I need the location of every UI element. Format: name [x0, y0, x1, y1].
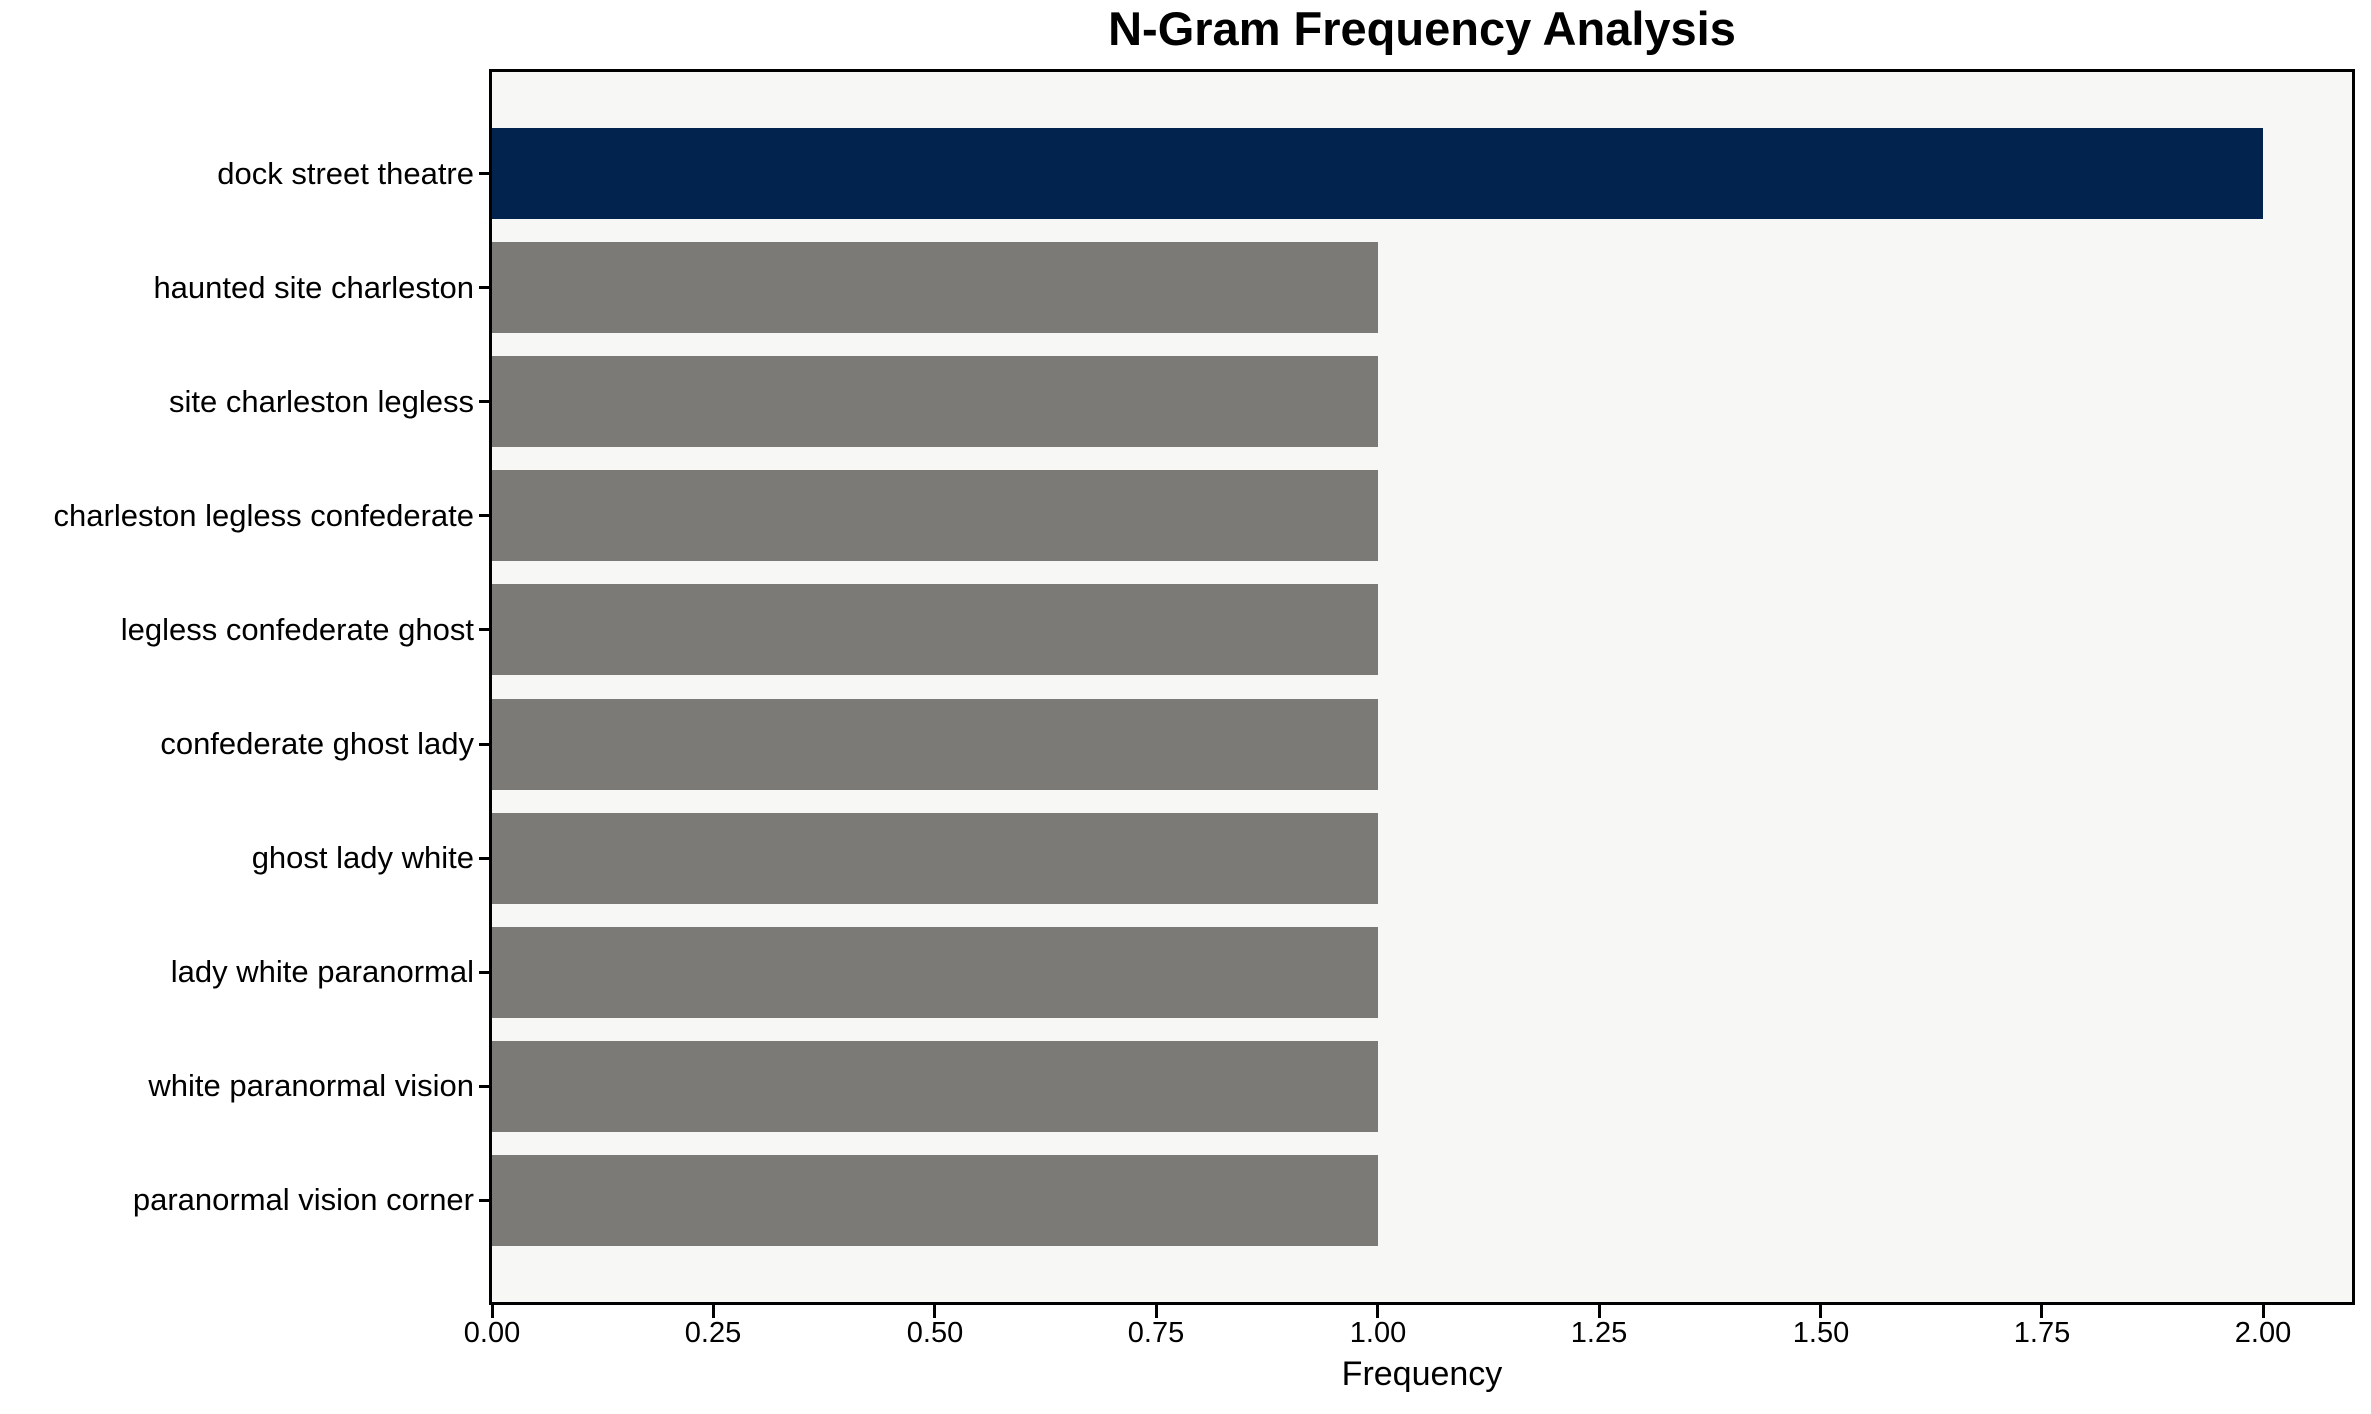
y-tick-label: haunted site charleston	[153, 270, 474, 305]
y-tick-label: ghost lady white	[251, 840, 474, 875]
x-tick-label: 2.00	[2234, 1317, 2292, 1349]
y-tick-mark	[479, 172, 492, 175]
y-tick-label: white paranormal vision	[148, 1068, 474, 1103]
x-tick-mark	[2040, 1305, 2043, 1318]
y-tick-mark	[479, 628, 492, 631]
y-tick-label: dock street theatre	[217, 156, 474, 191]
x-tick-mark	[2262, 1305, 2265, 1318]
x-axis-label: Frequency	[1341, 1355, 1503, 1393]
y-tick-label: lady white paranormal	[170, 954, 474, 989]
plot-area	[489, 69, 2355, 1305]
bars-layer	[492, 72, 2352, 1302]
x-tick-mark	[712, 1305, 715, 1318]
x-tick-label: 1.75	[2013, 1317, 2071, 1349]
x-tick-mark	[1376, 1305, 1379, 1318]
bar	[492, 356, 1378, 447]
x-tick-label: 0.25	[684, 1317, 742, 1349]
x-tick-label: 0.75	[1127, 1317, 1185, 1349]
bar	[492, 470, 1378, 561]
y-tick-label: charleston legless confederate	[53, 498, 474, 533]
x-tick-mark	[1819, 1305, 1822, 1318]
y-tick-mark	[479, 1085, 492, 1088]
x-tick-label: 1.50	[1792, 1317, 1850, 1349]
y-tick-mark	[479, 743, 492, 746]
x-tick-mark	[1155, 1305, 1158, 1318]
bar	[492, 1155, 1378, 1246]
x-tick-mark	[491, 1305, 494, 1318]
y-tick-mark	[479, 971, 492, 974]
y-tick-mark	[479, 1199, 492, 1202]
y-tick-mark	[479, 514, 492, 517]
x-tick-label: 1.00	[1349, 1317, 1407, 1349]
x-tick-mark	[1598, 1305, 1601, 1318]
y-tick-mark	[479, 400, 492, 403]
x-tick-mark	[933, 1305, 936, 1318]
bar	[492, 128, 2264, 219]
x-tick-label: 0.50	[906, 1317, 964, 1349]
y-tick-mark	[479, 857, 492, 860]
y-tick-label: paranormal vision corner	[132, 1182, 474, 1217]
x-tick-label: 0.00	[463, 1317, 521, 1349]
bar	[492, 584, 1378, 675]
y-tick-label: site charleston legless	[169, 384, 474, 419]
chart-title: N-Gram Frequency Analysis	[1108, 2, 1736, 55]
x-tick-label: 1.25	[1570, 1317, 1628, 1349]
bar	[492, 699, 1378, 790]
y-tick-label: legless confederate ghost	[120, 612, 474, 647]
bar	[492, 927, 1378, 1018]
bar	[492, 242, 1378, 333]
y-tick-mark	[479, 286, 492, 289]
y-tick-label: confederate ghost lady	[160, 726, 474, 761]
bar	[492, 813, 1378, 904]
bar	[492, 1041, 1378, 1132]
